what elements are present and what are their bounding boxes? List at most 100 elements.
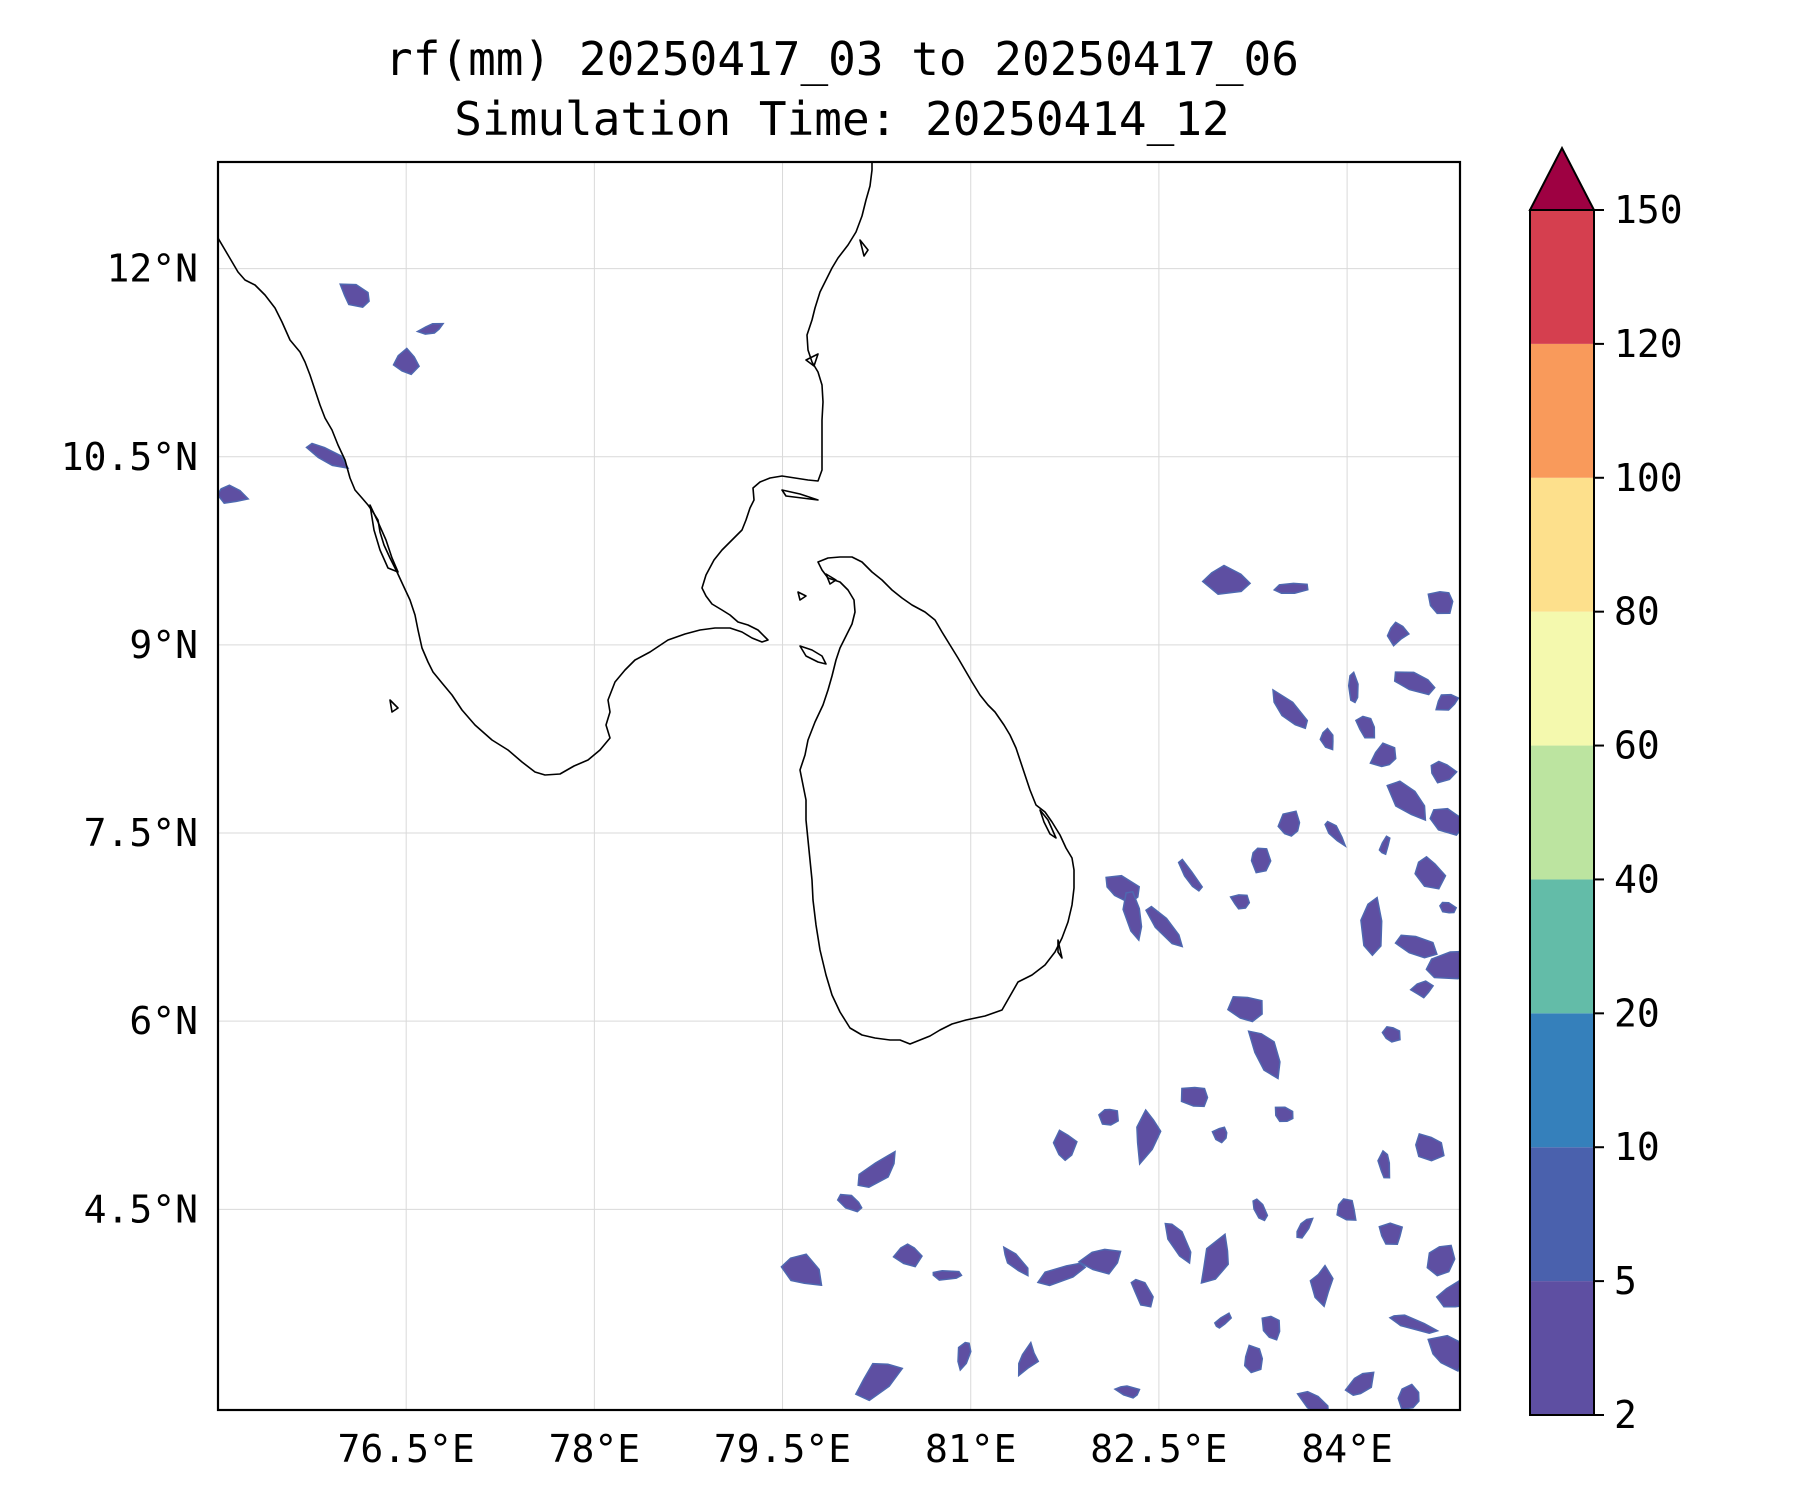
rain-patch <box>218 484 250 505</box>
rain-patch <box>1324 820 1347 848</box>
colorbar-segment <box>1530 343 1594 478</box>
rain-patch <box>1336 1198 1357 1221</box>
colorbar-segment <box>1530 1013 1594 1148</box>
india-coastline <box>218 162 873 776</box>
rain-patch <box>1274 1106 1294 1123</box>
chart-title-line-1: rf(mm) 20250417_03 to 20250417_06 <box>385 32 1299 86</box>
rain-patch <box>1414 855 1447 890</box>
colorbar-segment <box>1530 1147 1594 1282</box>
x-tick-label: 78°E <box>549 1427 641 1471</box>
rain-patch <box>854 1362 904 1402</box>
rain-patch <box>1435 1279 1460 1308</box>
y-tick-label: 12°N <box>106 247 198 291</box>
rain-patch <box>857 1150 896 1188</box>
rain-patch <box>1439 901 1458 914</box>
colorbar-tick-label: 120 <box>1614 322 1683 366</box>
rain-patch <box>305 442 350 470</box>
mannar-island <box>799 645 827 665</box>
rain-patch <box>1226 996 1263 1023</box>
rain-patch <box>415 322 445 335</box>
colorbar-tick-label: 20 <box>1614 991 1660 1035</box>
rain-patch <box>1211 1126 1228 1144</box>
rain-patch <box>1130 1278 1154 1308</box>
rain-patch <box>1425 950 1460 980</box>
rain-patch <box>1435 693 1460 711</box>
pulicat-lake <box>805 239 869 367</box>
gridlines <box>218 162 1460 1410</box>
trincomalee-bay <box>1039 809 1057 839</box>
colorbar-tick-label: 100 <box>1614 456 1683 500</box>
rain-patch <box>1409 980 1435 999</box>
rain-patch <box>1393 671 1436 696</box>
rain-patch <box>1378 1222 1404 1245</box>
rain-patch <box>1354 715 1376 739</box>
y-tick-label: 10.5°N <box>61 435 198 479</box>
rain-patch <box>1250 847 1272 874</box>
sri-lanka-coastline <box>799 556 1075 1045</box>
rain-patch <box>1430 760 1458 784</box>
rain-patch <box>1369 742 1397 768</box>
x-tick-label: 76.5°E <box>338 1427 475 1471</box>
rain-patch <box>1136 1108 1162 1166</box>
x-tick-label: 84°E <box>1301 1427 1393 1471</box>
colorbar-tick-label: 2 <box>1614 1393 1637 1437</box>
jaffna-islands <box>797 573 837 601</box>
rain-patch <box>1429 807 1460 836</box>
rain-patch <box>1213 1312 1233 1329</box>
palk-bay-shoals <box>781 489 819 501</box>
rain-patch <box>1386 621 1411 647</box>
rain-patch <box>1388 1314 1440 1334</box>
x-tick-label: 81°E <box>925 1427 1017 1471</box>
rain-patch <box>1378 835 1391 856</box>
rain-patch <box>1243 1344 1264 1374</box>
colorbar-tick-label: 80 <box>1614 590 1660 634</box>
rain-patch <box>1261 1315 1281 1341</box>
rain-patch <box>1247 1030 1281 1080</box>
colorbar-frame <box>1529 209 1595 1416</box>
rain-patch <box>1200 1232 1229 1285</box>
rain-patch <box>1427 1334 1460 1373</box>
chart-title-line-2: Simulation Time: 20250414_12 <box>454 92 1229 146</box>
map-background <box>218 162 1460 1410</box>
rain-patch <box>1309 1264 1334 1308</box>
colorbar-tick-label: 10 <box>1614 1125 1660 1169</box>
y-tick-label: 4.5°N <box>84 1187 198 1231</box>
rain-patch <box>1122 890 1143 942</box>
rain-patch <box>1347 670 1359 704</box>
rain-patch <box>1427 590 1454 615</box>
rain-patch <box>957 1341 972 1372</box>
rain-patch <box>1344 1371 1375 1397</box>
rain-patch <box>1002 1245 1029 1277</box>
rain-patch <box>1296 1217 1314 1239</box>
rain-patch <box>1377 1149 1391 1179</box>
map-frame <box>216 160 1462 1412</box>
rain-patch <box>1052 1129 1078 1162</box>
rain-patch <box>1036 1262 1087 1287</box>
rain-patch <box>1272 582 1309 595</box>
y-tick-label: 7.5°N <box>84 811 198 855</box>
colorbar-tick-label: 60 <box>1614 724 1660 768</box>
rain-patch <box>892 1243 923 1268</box>
rain-patch <box>1272 688 1309 730</box>
rain-patch <box>1360 896 1383 957</box>
rain-patch <box>1277 810 1301 837</box>
rain-patch <box>1145 905 1184 948</box>
colorbar-segment <box>1530 477 1594 612</box>
y-tick-label: 6°N <box>129 999 198 1043</box>
colorbar-segment <box>1530 745 1594 880</box>
rain-patch <box>1319 727 1334 751</box>
rain-patch <box>1177 858 1204 892</box>
colorbar-segment <box>1530 210 1594 344</box>
rain-patch <box>1077 1248 1122 1275</box>
colorbar-tick-label: 5 <box>1614 1259 1637 1303</box>
rainfall-contours <box>218 283 1460 1410</box>
coastline <box>218 162 1075 1045</box>
rain-patch <box>1017 1340 1040 1378</box>
rain-patch <box>1394 934 1438 959</box>
colorbar-segment <box>1530 611 1594 746</box>
rain-patch <box>932 1269 963 1281</box>
colorbar-extend-triangle <box>1528 145 1596 211</box>
rain-patch <box>1426 1244 1456 1277</box>
x-axis: 76.5°E 78°E 79.5°E 81°E 82.5°E 84°E <box>338 1427 1393 1471</box>
